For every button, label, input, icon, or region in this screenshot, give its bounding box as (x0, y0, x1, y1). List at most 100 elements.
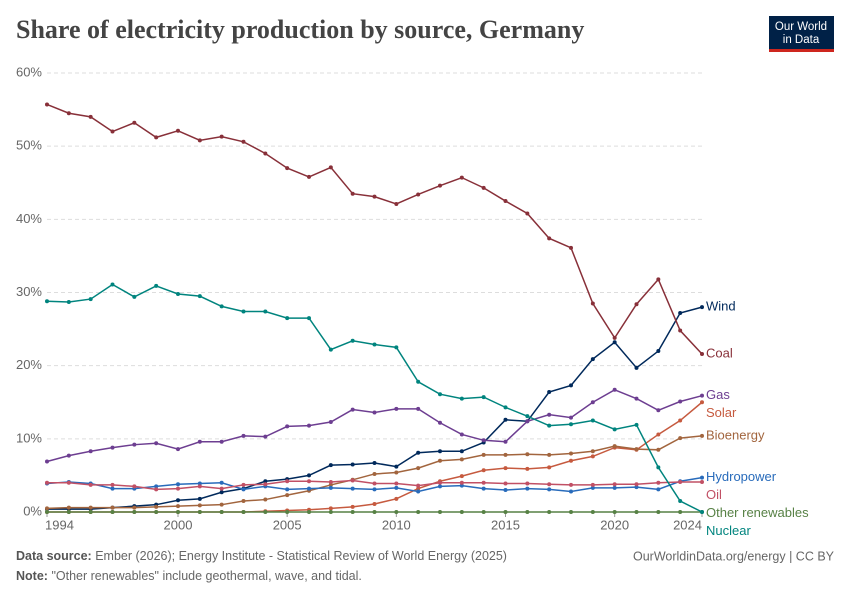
point (372, 487, 377, 492)
point (700, 475, 704, 480)
point (634, 510, 639, 514)
point (612, 340, 617, 345)
point (569, 510, 573, 514)
point (416, 192, 421, 197)
legend-label: Hydropower (706, 469, 777, 484)
point (569, 383, 573, 388)
point (372, 481, 377, 486)
point (700, 433, 704, 438)
point (438, 480, 442, 485)
point (66, 300, 71, 305)
point (569, 458, 573, 463)
point (634, 447, 639, 452)
point (525, 419, 530, 424)
point (438, 449, 442, 454)
source-text: Ember (2026); Energy Institute - Statist… (95, 549, 507, 563)
point (219, 480, 224, 485)
point (219, 510, 224, 514)
point (459, 510, 464, 514)
point (241, 487, 246, 492)
point (656, 432, 661, 437)
point (503, 466, 508, 471)
point (590, 482, 595, 487)
legend-label: Gas (706, 387, 730, 402)
point (263, 434, 268, 439)
point (350, 478, 355, 483)
point (678, 436, 683, 441)
point (285, 166, 290, 171)
point (328, 506, 333, 511)
point (459, 480, 464, 485)
point (416, 489, 421, 494)
point (481, 395, 486, 400)
point (569, 489, 573, 494)
point (241, 309, 246, 314)
point (219, 502, 224, 507)
point (678, 499, 683, 504)
point (176, 498, 180, 503)
point (590, 510, 595, 514)
logo-stripe (769, 49, 834, 52)
point (634, 365, 639, 370)
point (307, 174, 311, 179)
y-tick-label: 10% (16, 430, 42, 445)
point (394, 470, 399, 475)
y-tick-label: 40% (16, 211, 42, 226)
source: Data source: Ember (2026); Energy Instit… (16, 549, 507, 563)
point (656, 510, 661, 514)
x-tick-label: 2020 (600, 517, 629, 532)
point (438, 458, 442, 463)
y-tick-label: 0% (23, 503, 42, 518)
point (66, 480, 71, 485)
point (176, 447, 180, 452)
point (154, 510, 159, 514)
point (241, 433, 246, 438)
point (612, 427, 617, 432)
point (328, 165, 333, 170)
point (45, 459, 49, 464)
point (394, 201, 399, 206)
point (547, 465, 552, 470)
point (700, 393, 704, 398)
point (241, 139, 246, 144)
point (350, 338, 355, 343)
point (590, 357, 595, 362)
point (547, 412, 552, 417)
point (154, 487, 159, 492)
point (285, 487, 290, 492)
point (481, 486, 486, 491)
point (197, 294, 202, 299)
point (328, 347, 333, 352)
point (503, 417, 508, 422)
point (590, 449, 595, 454)
point (88, 510, 93, 514)
point (307, 479, 311, 484)
point (110, 445, 115, 450)
point (66, 453, 71, 458)
point (110, 486, 115, 491)
chart-title: Share of electricity production by sourc… (16, 15, 584, 44)
point (656, 465, 661, 470)
point (481, 510, 486, 514)
point (700, 351, 704, 356)
x-tick-label: 1994 (45, 517, 74, 532)
point (307, 316, 311, 321)
point (394, 510, 399, 514)
point (110, 510, 115, 514)
point (503, 199, 508, 204)
point (678, 328, 683, 333)
point (285, 510, 290, 514)
point (285, 479, 290, 484)
point (416, 450, 421, 455)
point (328, 480, 333, 485)
point (612, 485, 617, 490)
point (438, 392, 442, 397)
point (547, 452, 552, 457)
point (459, 175, 464, 180)
point (678, 480, 683, 485)
point (416, 510, 421, 514)
point (219, 304, 224, 309)
point (197, 439, 202, 444)
point (176, 128, 180, 133)
y-tick-label: 30% (16, 284, 42, 299)
